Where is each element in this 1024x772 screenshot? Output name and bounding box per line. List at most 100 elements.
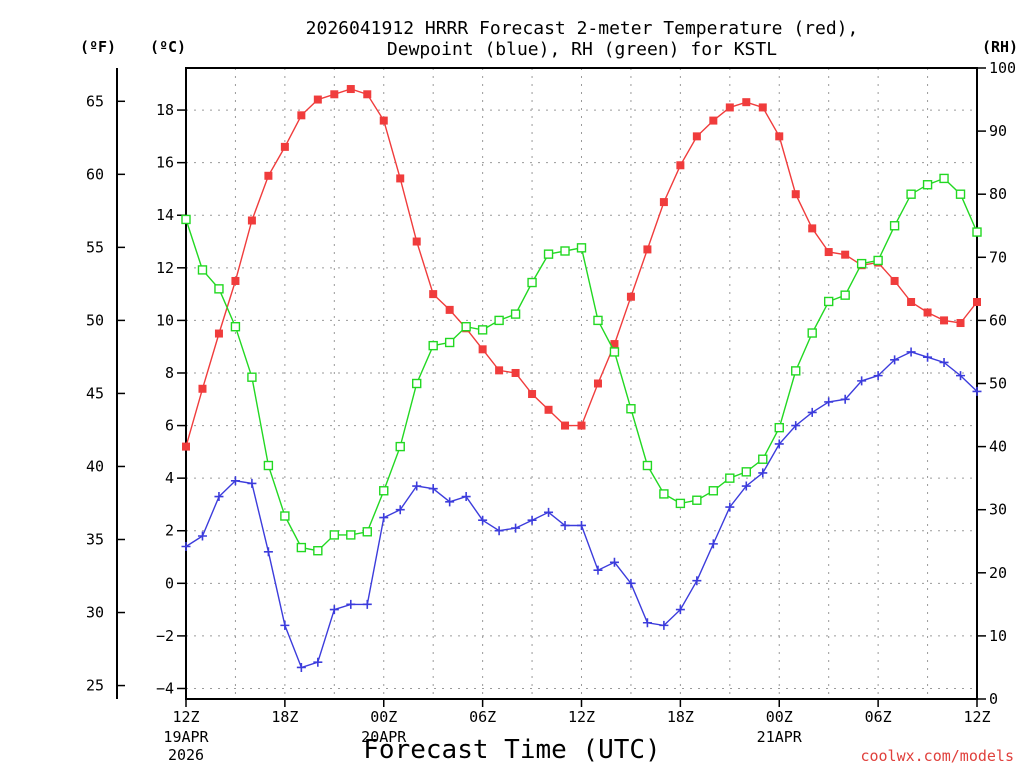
data-point <box>346 85 355 94</box>
data-point <box>856 258 867 269</box>
celsius-tick-label: 6 <box>165 417 174 435</box>
data-point <box>857 376 867 386</box>
data-point <box>362 527 372 537</box>
data-point <box>791 421 801 431</box>
celsius-tick-label: 0 <box>165 574 174 592</box>
data-point <box>214 492 224 502</box>
data-point <box>297 111 306 120</box>
series-2-meter-temperature <box>182 85 981 451</box>
celsius-tick-label: 8 <box>165 364 174 382</box>
data-point <box>725 473 735 483</box>
data-point <box>197 531 207 541</box>
x-tick-label: 12Z <box>172 708 199 726</box>
data-point <box>973 297 981 306</box>
rh-tick-label: 70 <box>989 248 1007 266</box>
data-point <box>791 366 801 376</box>
data-point <box>346 599 356 609</box>
data-point <box>758 454 768 464</box>
data-point <box>313 546 323 556</box>
data-point <box>906 189 916 199</box>
data-point <box>823 296 834 307</box>
data-point <box>379 513 389 523</box>
data-point <box>576 243 587 253</box>
x-axis-label: Forecast Time (UTC) <box>363 735 660 765</box>
x-tick-label: 18Z <box>667 708 694 726</box>
data-point <box>528 390 537 399</box>
data-point <box>478 345 487 354</box>
fahrenheit-tick-label: 35 <box>86 530 104 548</box>
data-point <box>478 515 488 525</box>
data-point <box>906 347 916 357</box>
data-point <box>511 523 521 533</box>
x-tick-label: 06Z <box>469 708 496 726</box>
rh-tick-label: 60 <box>989 311 1007 329</box>
celsius-tick-label: 12 <box>156 259 174 277</box>
rh-tick-label: 10 <box>989 627 1007 645</box>
data-point <box>346 530 356 540</box>
data-point <box>824 248 833 257</box>
data-point <box>182 442 190 451</box>
data-point <box>527 277 537 288</box>
data-point <box>610 340 619 349</box>
data-point <box>659 620 669 630</box>
rh-axis-unit: (RH) <box>982 38 1018 56</box>
fahrenheit-tick-label: 30 <box>86 604 104 622</box>
data-point <box>379 486 389 496</box>
data-point <box>642 618 652 628</box>
axis-ticks: −4 −2 0 2 4 6 8 10 12 14 16 18 25 30 35 40 45 50 55 60 65 0 10… <box>86 59 1016 764</box>
data-point <box>939 173 949 184</box>
data-point <box>692 576 702 586</box>
data-point <box>972 386 982 396</box>
x-tick-label: 12Z <box>963 708 990 726</box>
data-point <box>330 90 339 99</box>
data-point <box>329 530 340 540</box>
fahrenheit-tick-label: 45 <box>86 384 104 402</box>
data-point <box>840 290 850 300</box>
data-point <box>263 547 273 557</box>
data-point <box>214 329 223 338</box>
data-point <box>774 439 784 449</box>
data-point <box>808 224 817 233</box>
data-point <box>873 371 883 381</box>
data-point <box>429 290 438 299</box>
data-point <box>263 460 274 471</box>
chart-title-line-2: Dewpoint (blue), RH (green) for KSTL <box>387 39 777 60</box>
data-point <box>395 441 405 452</box>
data-point <box>956 371 966 381</box>
data-point <box>396 174 405 183</box>
data-point <box>774 422 784 433</box>
celsius-tick-label: −4 <box>156 679 174 697</box>
series-rh <box>181 173 982 556</box>
data-point <box>824 397 834 407</box>
data-point <box>544 405 553 414</box>
data-point <box>461 322 471 332</box>
celsius-tick-label: 4 <box>165 469 174 487</box>
rh-tick-label: 80 <box>989 185 1007 203</box>
fahrenheit-tick-label: 50 <box>86 311 104 329</box>
data-point <box>775 132 784 141</box>
x-tick-label: 00Z <box>370 708 397 726</box>
data-point <box>510 309 521 319</box>
data-point <box>313 657 323 667</box>
data-point <box>676 161 685 170</box>
data-point <box>659 489 669 499</box>
data-point <box>626 404 636 414</box>
data-point <box>922 180 933 190</box>
data-point <box>626 578 636 588</box>
rh-tick-label: 40 <box>989 438 1007 456</box>
data-point <box>955 189 966 199</box>
data-point <box>313 95 322 104</box>
celsius-tick-label: 14 <box>156 206 174 224</box>
data-point <box>527 515 537 525</box>
data-point <box>659 198 668 207</box>
data-point <box>296 542 307 553</box>
fahrenheit-tick-label: 55 <box>86 238 104 256</box>
data-point <box>560 520 570 530</box>
data-point <box>840 394 850 404</box>
data-point <box>444 337 455 348</box>
data-point <box>428 340 438 351</box>
x-tick-label: 06Z <box>865 708 892 726</box>
data-point <box>247 216 256 225</box>
fahrenheit-axis-unit: (ºF) <box>80 38 116 56</box>
data-point <box>593 565 603 575</box>
